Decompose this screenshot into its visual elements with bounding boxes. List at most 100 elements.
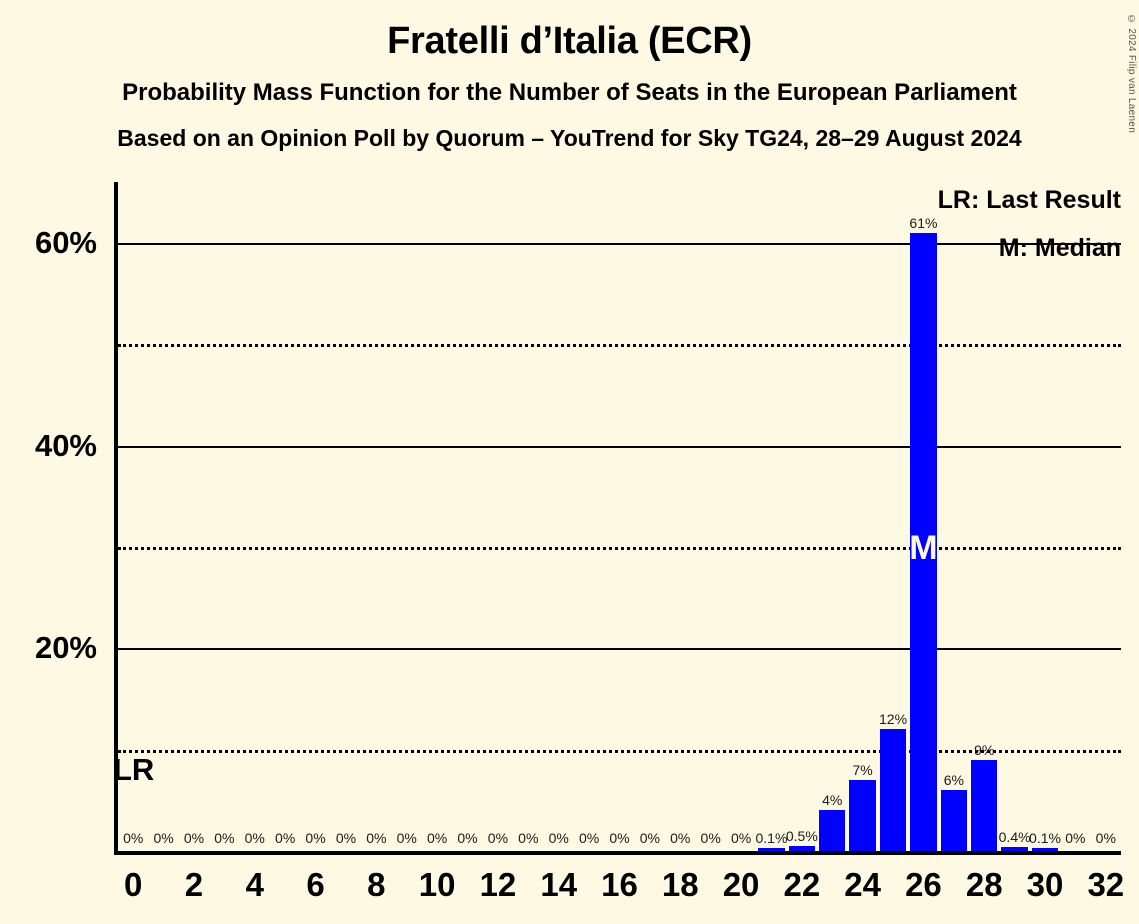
gridline-solid — [118, 445, 1121, 448]
x-axis-tick-label: 22 — [783, 866, 821, 903]
gridline-dotted — [118, 546, 1121, 550]
bar-slot[interactable]: 0% — [118, 182, 148, 851]
gridline-dotted — [118, 749, 1121, 753]
bar-value-label: 0% — [305, 830, 326, 846]
gridline-dotted — [118, 344, 1121, 348]
bar-slot[interactable]: 0% — [209, 182, 239, 851]
bar-slot[interactable]: 0% — [513, 182, 543, 851]
y-axis-tick-label: 20% — [34, 630, 97, 666]
copyright-notice: © 2024 Filip van Laenen — [1126, 14, 1137, 134]
bar-slot[interactable]: 4% — [817, 182, 847, 851]
x-axis-tick-label: 24 — [844, 866, 881, 903]
bar-value-label: 7% — [852, 762, 873, 779]
chart-source-line: Based on an Opinion Poll by Quorum – You… — [117, 125, 1022, 152]
bar-slot[interactable]: 0% — [331, 182, 361, 851]
x-axis-tick-label: 6 — [306, 866, 325, 903]
bar-value-label: 0% — [457, 830, 478, 846]
x-axis-tick-label: 2 — [184, 866, 204, 903]
bar-value-label: 0% — [123, 830, 144, 846]
x-axis-tick-label: 4 — [245, 866, 264, 903]
bar-value-label: 0% — [244, 830, 265, 846]
bar-value-label: 0% — [609, 830, 630, 846]
bar-slot[interactable]: 0.4% — [998, 182, 1031, 851]
bar-slot[interactable]: 12% — [878, 182, 908, 851]
bar-slot[interactable]: 6% — [939, 182, 969, 851]
bar-value-label: 0% — [366, 830, 387, 846]
bar-slot[interactable]: 0% — [270, 182, 300, 851]
x-axis-tick-label: 16 — [601, 866, 638, 903]
bar-slot[interactable]: 0% — [179, 182, 209, 851]
bar-slot[interactable]: 0% — [635, 182, 665, 851]
bar-slot[interactable]: 0.1% — [1029, 182, 1061, 851]
plot-area: 20% 40% 60% 0% 0% 0% 0% 0% 0% 0% 0% 0% 0% 0% 0% 0% 0% 0%… — [35, 182, 1121, 855]
bar-value-label: 0.1% — [755, 830, 788, 846]
x-axis-tick-label: 32 — [1087, 866, 1125, 903]
x-axis-tick-label: 18 — [661, 866, 699, 903]
bar-value-label: 0% — [487, 830, 509, 846]
bar-slot[interactable]: 0% — [574, 182, 604, 851]
bar-value-label: 0% — [1095, 830, 1116, 846]
gridline-solid — [118, 648, 1121, 651]
bar-value-label: 12% — [879, 711, 908, 728]
bars-layer: 0% 0% 0% 0% 0% 0% 0% 0% 0% 0% 0% 0% 0% 0% 0% 0% 0% 0% 0% 0%… — [118, 182, 1121, 851]
bar-value-label: 0% — [670, 830, 691, 846]
bar[interactable] — [910, 232, 937, 851]
bar-slot[interactable]: 0% — [361, 182, 391, 851]
bar-slot[interactable]: 0% — [452, 182, 482, 851]
bar-slot[interactable]: 0% — [392, 182, 422, 851]
x-axis-tick-label: 8 — [367, 866, 386, 903]
bar[interactable] — [1031, 848, 1059, 851]
chart-subtitle: Probability Mass Function for the Number… — [122, 78, 1017, 106]
bar-value-label: 0.4% — [998, 828, 1031, 845]
bar[interactable] — [940, 790, 968, 851]
bar-slot[interactable]: 0% — [1091, 182, 1121, 851]
bar-slot[interactable]: 61% M — [908, 182, 938, 851]
bar-value-label: 0% — [153, 830, 174, 846]
bar-slot[interactable]: 0% — [695, 182, 725, 851]
bar[interactable] — [788, 845, 816, 851]
bar[interactable] — [1001, 846, 1028, 851]
bar[interactable] — [849, 780, 876, 851]
bar[interactable] — [879, 729, 907, 851]
bar-value-label: 0% — [548, 830, 569, 846]
bar-slot[interactable]: 0% — [544, 182, 574, 851]
x-axis-tick-label: 14 — [540, 866, 578, 903]
bar-value-label: 0% — [730, 830, 752, 846]
bar[interactable] — [971, 759, 998, 851]
y-axis-tick-label: 40% — [34, 427, 97, 463]
x-axis-tick-label: 10 — [418, 866, 456, 903]
gridline-solid — [118, 242, 1121, 245]
bar-slot[interactable]: 0% — [148, 182, 178, 851]
legend-median: M: Median — [998, 234, 1121, 262]
bar-slot[interactable]: 0% — [726, 182, 756, 851]
bar-slot[interactable]: 0% — [1060, 182, 1090, 851]
bar[interactable] — [819, 810, 846, 851]
bar-slot[interactable]: 0% — [300, 182, 330, 851]
x-axis-tick-label: 26 — [905, 866, 942, 903]
page-title: Fratelli d’Italia (ECR) — [387, 20, 752, 62]
y-axis-tick-label: 60% — [34, 224, 97, 260]
bar-value-label: 0% — [578, 830, 600, 846]
bar[interactable] — [758, 848, 785, 851]
bar-slot[interactable]: 9% — [969, 182, 999, 851]
bar-slot[interactable]: 0% — [240, 182, 270, 851]
bar-slot[interactable]: 0% — [665, 182, 695, 851]
bar-slot[interactable]: 0% — [422, 182, 452, 851]
bar-slot[interactable]: 0.5% — [785, 182, 818, 851]
bar-value-label: 0% — [1065, 830, 1086, 846]
y-axis-line — [114, 182, 118, 855]
x-axis-tick-label: 0 — [124, 866, 143, 903]
bar-value-label: 0.1% — [1029, 830, 1061, 846]
bar-value-label: 0% — [700, 830, 721, 846]
bar-value-label: 4% — [822, 792, 843, 809]
bar-slot[interactable]: 7% — [847, 182, 877, 851]
bar-value-label: 0% — [183, 830, 205, 846]
bar-value-label: 0.5% — [785, 827, 818, 844]
bar-slot[interactable]: 0% — [604, 182, 634, 851]
x-axis-labels: 0 2 4 6 8 10 12 14 16 18 20 22 24 26 28 30 32 — [118, 866, 1125, 916]
bar-slot[interactable]: 0% — [483, 182, 513, 851]
legend-last-result: LR: Last Result — [937, 186, 1121, 214]
bar-slot[interactable]: 0.1% — [755, 182, 788, 851]
median-marker: M — [909, 528, 938, 567]
x-axis-tick-label: 20 — [722, 866, 760, 903]
